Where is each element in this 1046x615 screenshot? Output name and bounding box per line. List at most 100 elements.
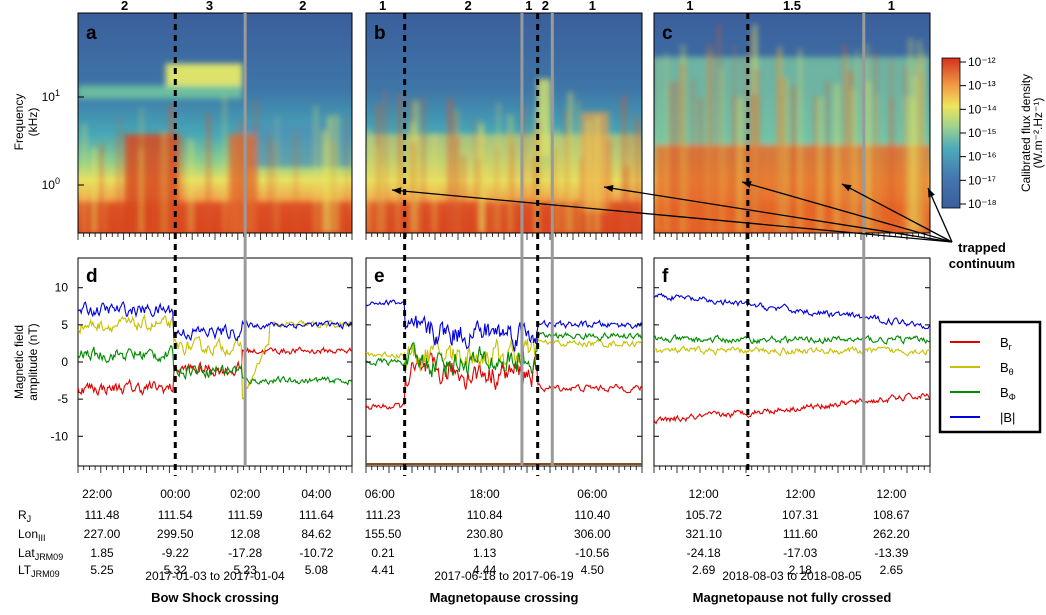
mode-number: 2: [121, 0, 128, 13]
streak: [708, 49, 713, 233]
colorbar-tick-label: 10⁻¹⁴: [968, 102, 997, 116]
streak: [169, 105, 174, 233]
series-line-r: [78, 346, 352, 397]
y-axis-label: Frequency: [12, 94, 26, 151]
streak: [624, 166, 628, 233]
streak: [532, 158, 536, 233]
mode-number: 1.5: [783, 0, 801, 13]
mode-number: 3: [206, 0, 213, 13]
streak: [82, 123, 86, 233]
streak: [562, 138, 566, 233]
streak: [791, 85, 796, 233]
y-axis-label: Magnetic field: [12, 325, 26, 399]
streak: [675, 81, 680, 233]
event-caption: Magnetopause not fully crossed: [693, 590, 892, 605]
ephemeris-value: 5.23: [233, 563, 257, 577]
arrowhead: [928, 188, 935, 198]
ephemeris-value: -17.28: [228, 546, 262, 560]
series-line-Φ: [654, 333, 930, 345]
magnetic-field-frame: [653, 257, 931, 467]
annotation-arrow: [391, 189, 953, 243]
streak: [874, 51, 877, 233]
emission-line: [78, 85, 243, 99]
streak: [398, 93, 403, 233]
streak: [917, 40, 922, 233]
burst-region: [537, 79, 551, 156]
streak: [904, 96, 909, 233]
series-line-r: [654, 392, 930, 425]
streak: [568, 91, 573, 233]
streak: [376, 148, 379, 233]
streak: [680, 44, 686, 233]
streak: [455, 136, 459, 233]
magnetic-field-frame: [77, 257, 353, 467]
y-tick-label: -5: [57, 392, 68, 406]
magnetic-field-panel: [78, 300, 352, 400]
ephemeris-value: 2.65: [880, 563, 904, 577]
mode-number: 2: [542, 0, 549, 13]
ephemeris-value: 84.62: [301, 527, 331, 541]
date-range: 2017-01-03 to 2017-01-04: [145, 569, 285, 583]
ephemeris-value: 111.48: [85, 508, 120, 522]
streaks: [82, 94, 349, 233]
ephemeris-value: 107.31: [782, 508, 819, 522]
annotation-text: continuum: [949, 256, 1015, 271]
ephemeris-value: 262.20: [873, 527, 910, 541]
streak: [223, 94, 226, 233]
ephemeris-row-label: LonIII: [18, 527, 46, 543]
ephemeris-value: 299.50: [157, 527, 194, 541]
mode-number: 1: [888, 0, 895, 13]
streaks: [366, 90, 641, 233]
streak: [346, 115, 349, 233]
annotation-arrow: [603, 186, 953, 243]
streak: [737, 97, 743, 233]
streak: [188, 138, 194, 233]
colorbar-tick-label: 10⁻¹⁵: [968, 126, 997, 140]
date-range: 2018-08-03 to 2018-08-05: [722, 569, 862, 583]
colorbar-tick-label: 10⁻¹³: [968, 79, 996, 93]
streak: [919, 73, 923, 233]
streak: [116, 132, 119, 233]
burst-region: [228, 134, 257, 233]
colorbar-tick-label: 10⁻¹⁷: [968, 173, 996, 187]
time-tick-label: 02:00: [230, 487, 260, 501]
magnetic-field-panel: [366, 299, 642, 465]
streak: [181, 136, 186, 233]
magnetic-field-panel: [654, 292, 930, 425]
y-tick-label: 0: [61, 355, 68, 369]
time-tick-label: 12:00: [785, 487, 815, 501]
ephemeris-value: 230.80: [466, 527, 503, 541]
streak: [910, 97, 915, 233]
streak: [754, 68, 759, 233]
streak: [409, 123, 414, 233]
streak: [798, 48, 802, 233]
spectrogram-panel: [78, 13, 352, 233]
time-tick-label: 22:00: [82, 487, 112, 501]
streak: [783, 77, 788, 233]
ephemeris-value: -13.39: [874, 546, 908, 560]
annotation-arrow: [927, 187, 953, 243]
colorbar: [941, 57, 961, 209]
low-frequency-band: [78, 202, 352, 233]
streak: [913, 76, 918, 233]
mode-number: 1: [525, 0, 532, 13]
streak: [580, 157, 584, 233]
arrowhead: [604, 184, 614, 192]
legend-label: Br: [1000, 335, 1012, 352]
streak: [778, 46, 782, 233]
arrowhead: [742, 181, 752, 188]
colorbar-tick-label: 10⁻¹⁸: [968, 197, 997, 211]
streak: [475, 119, 478, 233]
streak: [826, 80, 830, 233]
time-tick-label: 12:00: [689, 487, 719, 501]
arrowhead: [842, 184, 852, 192]
streak: [276, 116, 279, 233]
time-tick-label: 18:00: [470, 487, 500, 501]
spectrogram-panel: [366, 13, 642, 233]
streak: [139, 148, 143, 233]
y-tick-label: -10: [51, 429, 69, 443]
streak: [396, 166, 399, 233]
ephemeris-value: 111.59: [228, 508, 263, 522]
spectrogram-panel: [654, 13, 930, 233]
streak: [383, 90, 388, 233]
